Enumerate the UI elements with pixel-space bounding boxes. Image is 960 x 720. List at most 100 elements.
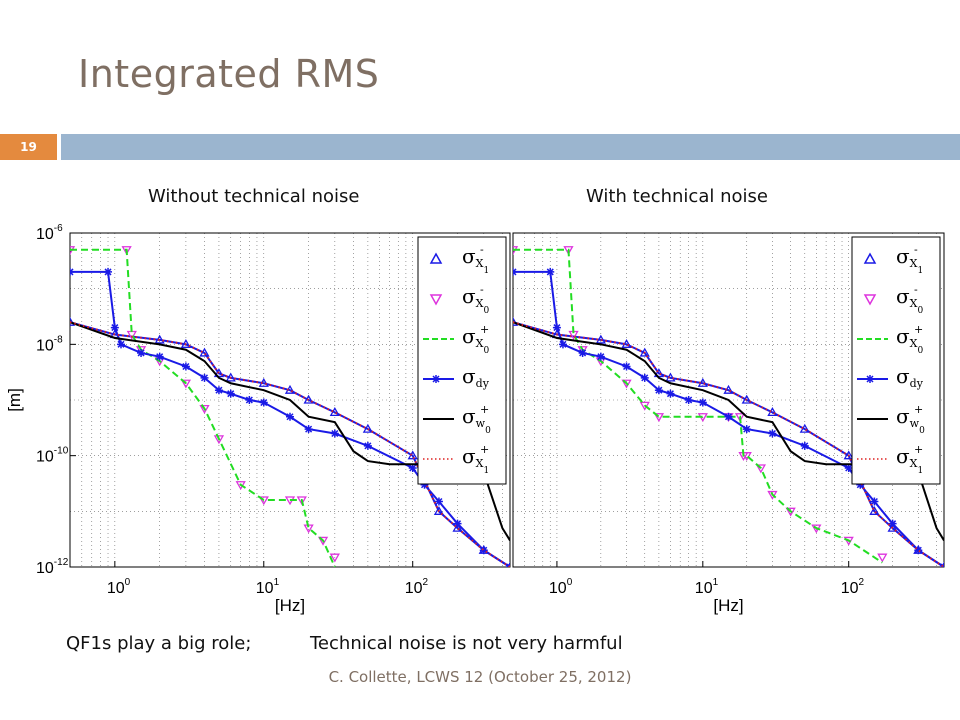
series-point (225, 372, 236, 382)
series-point (213, 435, 225, 445)
series-point (742, 425, 751, 434)
series-point (724, 412, 733, 421)
y-tick-label: 10-10 (36, 446, 69, 466)
series-point (317, 536, 329, 546)
series-point (154, 334, 165, 344)
triangle-up-marker-icon (863, 252, 877, 264)
series-point (117, 340, 125, 349)
legend-label: σX1 (896, 244, 923, 276)
series-point (286, 412, 294, 421)
series-point (199, 404, 210, 414)
series-point (258, 496, 269, 506)
y-tick-label: 10-8 (36, 334, 63, 354)
slide-number-bar (0, 134, 57, 160)
series-point (622, 362, 631, 371)
series-point (200, 373, 209, 382)
legend-label: σX0 (896, 284, 924, 316)
series-point (596, 352, 605, 361)
y-tick-label: 10-12 (36, 557, 69, 577)
series-point (245, 396, 254, 404)
legend-label-sup: - (480, 243, 484, 256)
legend-box (417, 236, 507, 485)
legend-label: σX1 (896, 444, 923, 476)
y-axis-label: [m] (5, 388, 24, 412)
series-point (104, 267, 113, 276)
series-point (869, 506, 880, 515)
legend-label-sup: + (480, 403, 489, 416)
caption-right: With technical noise (586, 186, 768, 207)
series-point (330, 429, 339, 438)
star-line-icon (857, 375, 888, 383)
footer-citation: C. Collette, LCWS 12 (October 25, 2012) (328, 668, 632, 686)
series-point (697, 377, 708, 387)
legend-label: σdy (896, 364, 924, 390)
series-point (887, 522, 898, 532)
y-tick-label: 10-6 (36, 223, 63, 243)
x-tick-label: 101 (695, 577, 719, 597)
chart-panel-left: 100 101 10210-610-810-1010-12[Hz][m]σX1-σX… (5, 223, 511, 615)
series-line (70, 321, 510, 567)
series-line (513, 321, 944, 567)
legend-label: σX0 (462, 284, 490, 316)
series-point (844, 464, 853, 473)
legend-label: σX1 (462, 444, 489, 476)
series-point (552, 323, 561, 332)
star-line-icon (423, 375, 454, 383)
series-point (434, 497, 443, 506)
series-point (304, 425, 313, 434)
series-point (479, 546, 488, 555)
series-point (800, 441, 809, 450)
legend-label: σw0 (462, 404, 491, 436)
legend-label-sup: - (480, 283, 484, 296)
series-point (199, 347, 210, 357)
slide-number: 19 (20, 140, 37, 154)
header-accent-bar (61, 134, 960, 160)
series-point (110, 323, 119, 332)
triangle-down-marker-icon (429, 294, 443, 306)
series-point (768, 429, 777, 438)
x-axis-label: [Hz] (275, 596, 305, 615)
legend-label: σX1 (462, 244, 489, 276)
legend-label-sup: + (914, 323, 923, 336)
series-point (785, 507, 796, 517)
series-point (329, 553, 340, 563)
x-tick-label: 100 (107, 577, 131, 597)
series-point (877, 553, 888, 563)
series-point (621, 379, 632, 389)
series-point (856, 480, 865, 489)
series-point (362, 423, 373, 433)
series-point (70, 316, 76, 326)
series-point (513, 316, 519, 326)
series-point (666, 389, 675, 398)
series-point (843, 450, 854, 460)
series-point (578, 348, 587, 357)
note-right: Technical noise is not very harmful (310, 633, 623, 654)
series-line (70, 270, 510, 567)
series-point (70, 267, 74, 276)
series-point (639, 347, 650, 357)
series-point (214, 386, 223, 395)
triangle-down-marker-icon (863, 294, 877, 306)
x-tick-label: 102 (405, 577, 429, 597)
legend-label-sup: + (914, 403, 923, 416)
series-point (180, 379, 192, 389)
series-point (329, 407, 340, 416)
series-point (506, 563, 510, 567)
legend-label-sup: - (914, 283, 918, 296)
legend-label-sup: + (914, 443, 923, 456)
series-point (940, 563, 944, 567)
series-point (654, 386, 663, 395)
series-point (452, 522, 463, 532)
series-line (513, 270, 944, 567)
caption-left: Without technical noise (148, 186, 360, 207)
x-axis-label: [Hz] (713, 596, 743, 615)
x-tick-label: 102 (841, 577, 865, 597)
series-point (155, 352, 164, 361)
series-point (546, 267, 555, 276)
series-point (296, 496, 307, 506)
series-point (408, 464, 417, 473)
series-point (181, 362, 190, 371)
series-point (755, 464, 766, 474)
